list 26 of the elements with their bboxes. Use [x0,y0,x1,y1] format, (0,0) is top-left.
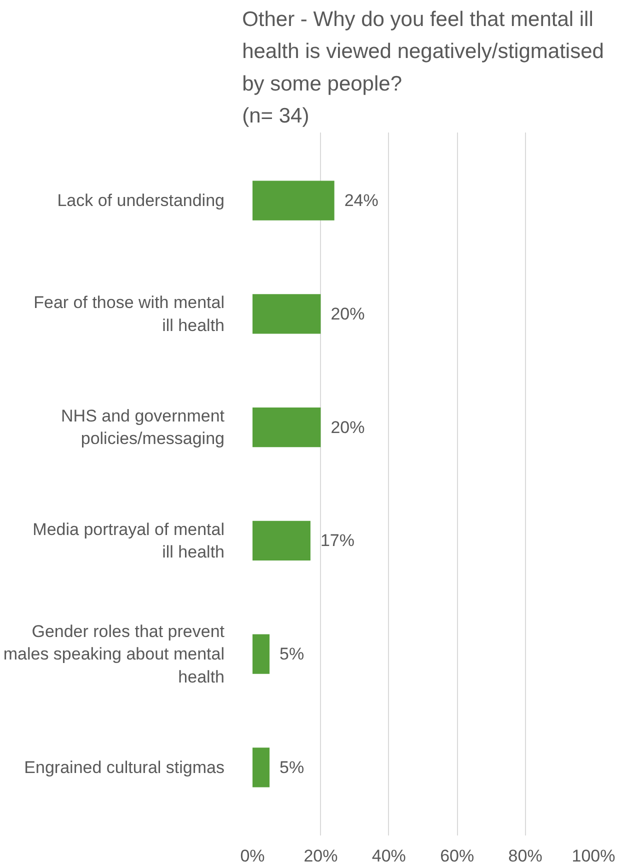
x-tick-label: 100% [572,846,616,866]
data-label: 20% [330,304,365,324]
data-label: 20% [330,418,365,437]
y-tick-label: Gender roles that prevent males speaking about mental health [3,622,225,686]
bar [252,634,270,674]
y-tick-label: Engrained cultural stigmas [24,758,225,777]
data-label: 5% [280,758,304,777]
bar [252,180,334,220]
x-tick-label: 20% [304,846,338,866]
bar [252,407,321,448]
x-tick-label: 80% [508,846,542,866]
data-label: 24% [344,191,378,210]
y-tick-label: Fear of those with mental ill health [34,293,225,335]
y-tick-label: Lack of understanding [57,191,225,210]
data-label: 5% [280,644,304,664]
chart-title: Other - Why do you feel that mental ill health is viewed negatively/stigmatised by some people? [242,8,604,96]
x-tick-label: 0% [240,846,265,866]
chart-subtitle: (n= 34) [242,104,310,128]
bar [252,294,321,334]
bar [252,520,310,561]
x-tick-label: 60% [440,846,474,866]
y-tick-label: Media portrayal of mental ill health [32,520,225,562]
data-label: 17% [320,531,354,550]
x-tick-label: 40% [372,846,406,866]
y-tick-label: NHS and government policies/messaging [61,406,225,448]
bar [252,748,270,788]
